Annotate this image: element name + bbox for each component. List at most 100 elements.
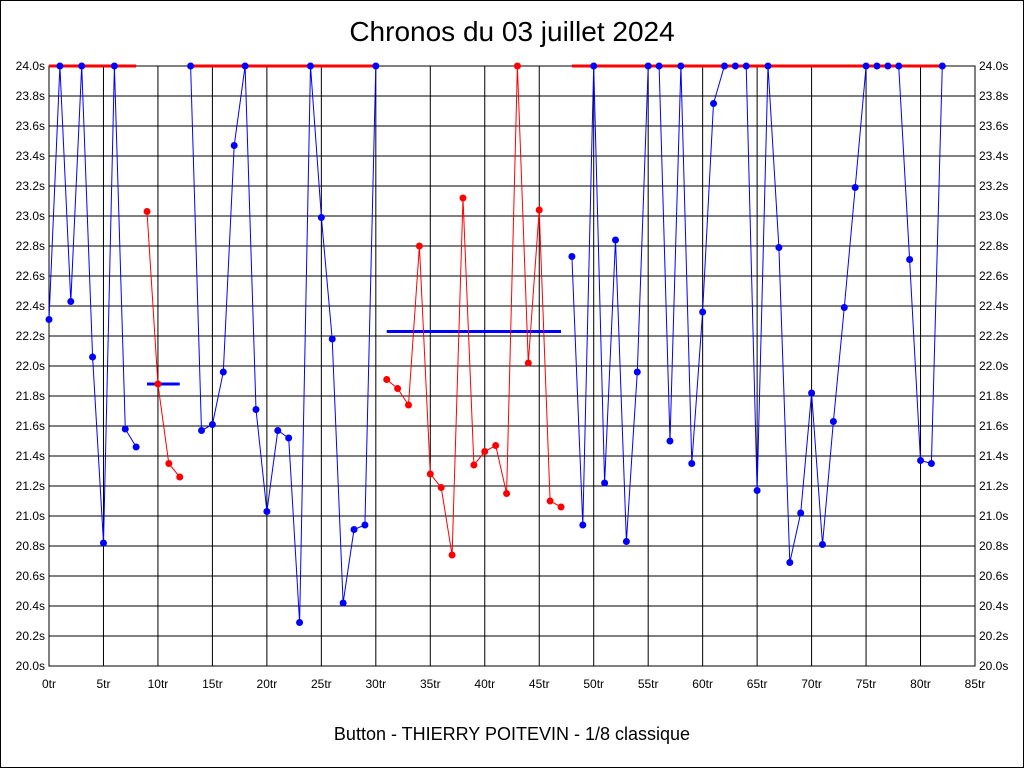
data-point	[394, 385, 402, 392]
y-tick-label-right: 20.0s	[979, 659, 1008, 673]
y-tick-label-right: 22.8s	[979, 239, 1008, 253]
y-tick-label-right: 23.4s	[979, 149, 1008, 163]
y-tick-label-right: 21.6s	[979, 419, 1008, 433]
y-tick-label-right: 20.4s	[979, 599, 1008, 613]
data-point	[906, 256, 914, 263]
data-point	[590, 62, 598, 70]
data-point	[524, 359, 532, 367]
data-point	[208, 421, 216, 428]
data-point	[688, 460, 696, 467]
data-point	[753, 487, 761, 494]
x-tick-label: 15tr	[202, 677, 223, 691]
data-point	[503, 490, 511, 497]
y-tick-label-right: 23.2s	[979, 179, 1008, 193]
y-tick-label-left: 23.0s	[16, 209, 45, 223]
y-tick-label-right: 23.6s	[979, 119, 1008, 133]
y-tick-label-left: 21.6s	[16, 419, 45, 433]
y-tick-label-left: 23.6s	[16, 119, 45, 133]
x-tick-label: 0tr	[42, 677, 56, 691]
data-point	[132, 443, 140, 451]
data-point	[67, 298, 75, 305]
data-point	[917, 457, 925, 464]
y-tick-label-left: 23.8s	[16, 89, 45, 103]
data-point	[764, 62, 772, 70]
data-point	[448, 551, 456, 559]
data-point	[143, 208, 151, 215]
y-tick-label-right: 24.0s	[979, 59, 1008, 73]
y-tick-label-right: 23.0s	[979, 209, 1008, 223]
y-tick-label-left: 22.4s	[16, 299, 45, 313]
y-tick-label-left: 20.2s	[16, 629, 45, 643]
y-tick-label-right: 22.6s	[979, 269, 1008, 283]
data-point	[328, 335, 336, 343]
data-point	[165, 460, 173, 467]
data-point	[895, 62, 903, 70]
x-tick-label: 10tr	[148, 677, 169, 691]
y-tick-label-right: 21.0s	[979, 509, 1008, 523]
data-point	[306, 62, 314, 70]
data-point	[535, 206, 543, 214]
data-point	[797, 509, 805, 517]
data-point	[513, 62, 521, 70]
x-tick-label: 55tr	[638, 677, 659, 691]
data-point	[579, 521, 587, 529]
data-point	[121, 425, 129, 433]
data-point	[546, 497, 554, 505]
x-tick-label: 85tr	[965, 677, 986, 691]
x-tick-label: 70tr	[801, 677, 822, 691]
data-point	[938, 62, 946, 70]
y-tick-label-right: 22.0s	[979, 359, 1008, 373]
y-tick-label-right: 21.4s	[979, 449, 1008, 463]
data-point	[927, 460, 935, 467]
data-point	[219, 368, 227, 376]
y-tick-label-left: 21.2s	[16, 479, 45, 493]
y-tick-label-left: 20.8s	[16, 539, 45, 553]
data-point	[699, 308, 707, 316]
data-point	[786, 559, 794, 566]
y-tick-label-right: 20.8s	[979, 539, 1008, 553]
x-tick-label: 5tr	[96, 677, 110, 691]
x-tick-label: 35tr	[420, 677, 441, 691]
data-point	[829, 418, 837, 425]
data-point	[415, 242, 423, 250]
data-point	[437, 484, 445, 491]
data-point	[655, 62, 663, 70]
chart-footer: Button - THIERRY POITEVIN - 1/8 classiqu…	[333, 724, 691, 744]
data-point	[470, 461, 478, 469]
data-point	[611, 236, 619, 244]
data-point	[78, 62, 86, 70]
y-tick-label-left: 21.8s	[16, 389, 45, 403]
x-tick-label: 20tr	[257, 677, 278, 691]
y-tick-label-right: 21.2s	[979, 479, 1008, 493]
data-point	[99, 539, 107, 547]
data-point	[818, 541, 826, 548]
data-point	[198, 427, 206, 434]
data-point	[405, 401, 413, 409]
data-point	[492, 442, 500, 449]
data-point	[775, 244, 783, 251]
data-point	[884, 62, 892, 70]
x-tick-label: 75tr	[856, 677, 877, 691]
data-point	[840, 304, 848, 311]
data-point	[263, 508, 271, 515]
y-tick-label-left: 22.8s	[16, 239, 45, 253]
data-point	[731, 62, 739, 70]
x-tick-label: 25tr	[311, 677, 332, 691]
data-point	[230, 142, 238, 149]
series-line	[146, 211, 181, 478]
data-point	[317, 214, 325, 221]
y-tick-label-left: 21.0s	[16, 509, 45, 523]
data-point	[459, 194, 467, 202]
data-point	[873, 62, 881, 70]
data-point	[89, 353, 97, 361]
x-tick-label: 50tr	[583, 677, 604, 691]
data-point	[557, 503, 565, 511]
data-point	[241, 62, 249, 70]
data-point	[720, 62, 728, 70]
x-tick-label: 65tr	[747, 677, 768, 691]
data-point	[296, 619, 304, 626]
data-point	[361, 521, 369, 529]
y-tick-label-left: 22.2s	[16, 329, 45, 343]
chart-title: Chronos du 03 juillet 2024	[349, 16, 675, 47]
y-tick-label-right: 20.6s	[979, 569, 1008, 583]
